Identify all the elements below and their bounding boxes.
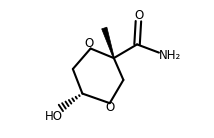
Text: O: O [134,9,144,22]
Polygon shape [102,27,114,58]
Text: HO: HO [45,110,63,123]
Text: O: O [106,101,115,114]
Text: O: O [84,37,93,50]
Text: NH₂: NH₂ [159,49,181,62]
